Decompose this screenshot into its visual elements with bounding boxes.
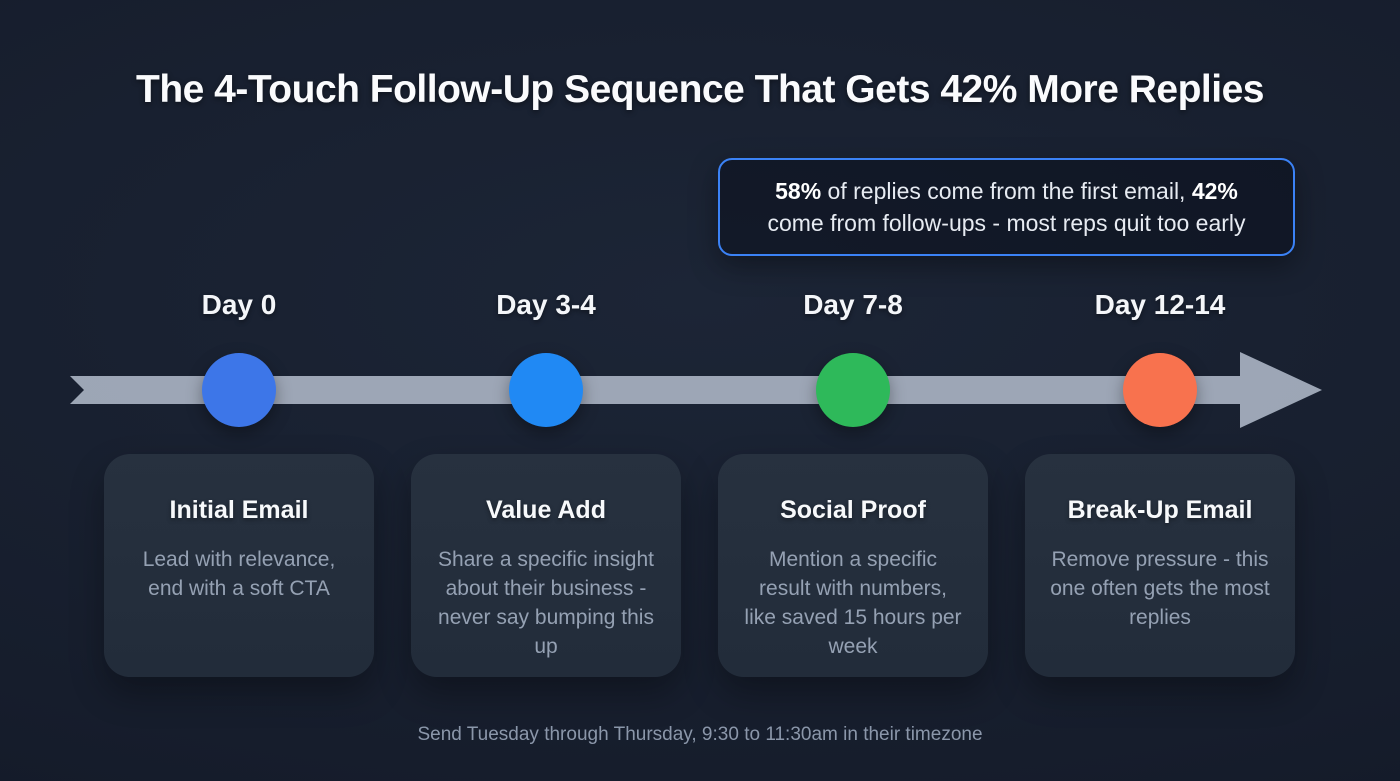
stat-42: 42% (1191, 178, 1238, 204)
page-title: The 4-Touch Follow-Up Sequence That Gets… (136, 68, 1264, 111)
card-description: Lead with relevance, end with a soft CTA (142, 548, 336, 600)
dot-cell-4 (1025, 352, 1295, 428)
day-label-4: Day 12-14 (1094, 289, 1226, 320)
timeline-arrow-shape (70, 352, 1322, 428)
dot-cell-2 (411, 352, 681, 428)
timeline-dot-3 (816, 353, 890, 427)
timeline-dot-1 (202, 353, 276, 427)
step-cards-row: Initial Email Lead with relevance, end w… (104, 454, 1295, 677)
step-card-social-proof: Social Proof Mention a specific result w… (718, 454, 988, 677)
step-card-break-up-email: Break-Up Email Remove pressure - this on… (1025, 454, 1295, 677)
day-label-3: Day 7-8 (803, 289, 903, 320)
timeline-dot-2 (509, 353, 583, 427)
card-title: Social Proof (780, 496, 926, 524)
dot-cell-1 (104, 352, 374, 428)
card-description: Remove pressure - this one often gets th… (1050, 548, 1270, 629)
card-title: Value Add (486, 496, 606, 524)
stat-text-1: of replies come from the first email, (821, 178, 1192, 204)
card-title: Break-Up Email (1067, 496, 1253, 524)
dot-cell-3 (718, 352, 988, 428)
timeline-arrow (70, 352, 1322, 428)
stat-text-2: come from follow-ups - most reps quit to… (767, 210, 1246, 236)
timeline-dot-4 (1123, 353, 1197, 427)
timeline-dots-row (104, 352, 1295, 428)
stat-58: 58% (775, 178, 822, 204)
day-labels-row: Day 0 Day 3-4 Day 7-8 Day 12-14 (104, 289, 1295, 321)
stat-callout-box: 58% of replies come from the first email… (718, 158, 1295, 256)
step-card-value-add: Value Add Share a specific insight about… (411, 454, 681, 677)
card-title: Initial Email (169, 496, 309, 524)
footer-note: Send Tuesday through Thursday, 9:30 to 1… (417, 724, 983, 745)
day-label-2: Day 3-4 (496, 289, 596, 320)
card-description: Share a specific insight about their bus… (438, 548, 654, 658)
card-description: Mention a specific result with numbers, … (744, 548, 962, 658)
day-label-1: Day 0 (201, 289, 277, 320)
stat-callout-text: 58% of replies come from the first email… (746, 175, 1267, 239)
step-card-initial-email: Initial Email Lead with relevance, end w… (104, 454, 374, 677)
